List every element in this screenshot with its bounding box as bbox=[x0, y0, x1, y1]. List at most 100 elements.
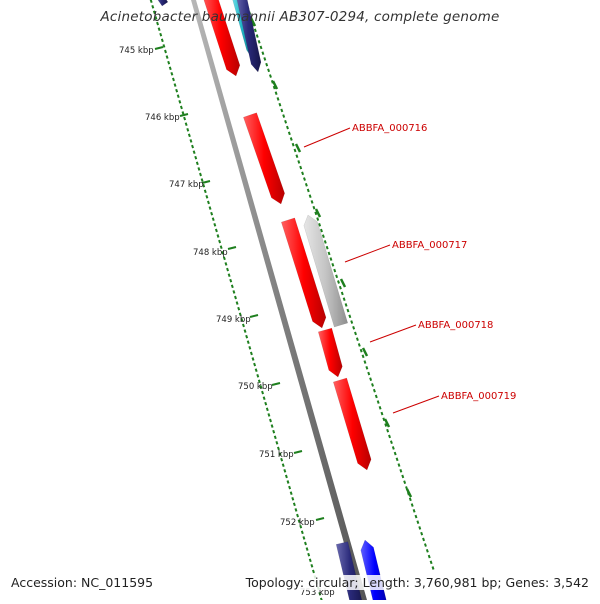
ruler-tick-dot bbox=[227, 273, 231, 277]
ruler-major-tick bbox=[179, 113, 189, 117]
ruler-tick-label: 747 kbp bbox=[169, 180, 204, 190]
ruler-tick-dot bbox=[218, 239, 222, 244]
outer-ruler-tick-dot bbox=[361, 354, 365, 359]
ruler-tick-dot bbox=[280, 457, 284, 462]
ruler-tick-dot bbox=[277, 446, 280, 451]
ruler-major-tick bbox=[227, 246, 237, 250]
gene-label[interactable]: ABBFA_000718 bbox=[418, 320, 493, 331]
ruler-tick-dot bbox=[288, 485, 292, 490]
ruler-tick-dot bbox=[235, 301, 239, 305]
outer-ruler-tick-dot bbox=[352, 325, 356, 330]
outer-ruler-tick-dot bbox=[369, 377, 373, 382]
ruler-tick-dot bbox=[296, 513, 299, 518]
ruler-tick-dot bbox=[194, 155, 198, 160]
ruler-tick-dot bbox=[292, 502, 296, 507]
outer-ruler-tick-dot bbox=[380, 411, 384, 416]
outer-ruler-tick-dot bbox=[423, 543, 427, 547]
gene-arrow bbox=[360, 539, 388, 604]
gene-label-leader bbox=[369, 324, 417, 343]
genome-summary-text: Topology: circular; Length: 3,760,981 bp… bbox=[243, 575, 591, 590]
ruler-tick-dot bbox=[224, 262, 228, 266]
gene-arrow-abbfa-000719 bbox=[332, 377, 372, 471]
ruler-tick-dot bbox=[151, 4, 155, 9]
gene-arrow bbox=[157, 0, 169, 7]
gene-label[interactable]: ABBFA_000719 bbox=[441, 391, 516, 402]
gene-label[interactable]: ABBFA_000717 bbox=[392, 240, 467, 251]
outer-ruler-tick-dot bbox=[263, 57, 267, 61]
outer-ruler-tick-dot bbox=[276, 97, 280, 101]
ruler-tick-dot bbox=[192, 150, 196, 154]
ruler-tick-dot bbox=[267, 413, 271, 417]
outer-ruler-tick-dot bbox=[293, 148, 297, 153]
ruler-tick-dot bbox=[207, 200, 210, 205]
ruler-tick-dot bbox=[226, 267, 229, 272]
ruler-tick-dot bbox=[168, 66, 172, 71]
ruler-tick-dot bbox=[232, 290, 236, 294]
ruler-tick-dot bbox=[257, 379, 261, 384]
ruler-tick-dot bbox=[216, 234, 220, 238]
outer-ruler-tick-dot bbox=[374, 394, 378, 399]
gene-arrow bbox=[335, 541, 363, 604]
outer-ruler-tick-dot bbox=[363, 360, 367, 364]
ruler-tick-dot bbox=[245, 334, 249, 339]
ruler-tick-dot bbox=[230, 284, 234, 289]
gene-label-leader bbox=[303, 127, 351, 148]
outer-ruler-tick-dot bbox=[382, 417, 386, 422]
outer-ruler-tick-dot bbox=[401, 474, 405, 479]
outer-ruler-tick-dot bbox=[265, 62, 269, 67]
ruler-tick-dot bbox=[273, 435, 277, 440]
outer-ruler-tick-dot bbox=[403, 480, 407, 485]
ruler-tick-dot bbox=[243, 329, 247, 333]
gene-arrow bbox=[203, 0, 241, 77]
outer-ruler-tick-dot bbox=[314, 211, 318, 216]
ruler-tick-dot bbox=[178, 100, 182, 104]
ruler-tick-dot bbox=[249, 351, 253, 356]
outer-ruler-tick-dot bbox=[287, 131, 291, 136]
gene-arrow bbox=[281, 217, 327, 329]
gene-arrow-abbfa-000716 bbox=[243, 112, 285, 205]
ruler-tick-dot bbox=[261, 390, 264, 395]
ruler-tick-dot bbox=[214, 228, 218, 233]
ruler-tick-dot bbox=[304, 541, 307, 546]
outer-ruler-tick-dot bbox=[303, 177, 306, 181]
ruler-tick-dot bbox=[221, 250, 225, 255]
ruler-tick-dot bbox=[286, 480, 290, 484]
outer-ruler-tick-dot bbox=[329, 257, 333, 261]
ruler-tick-dot bbox=[229, 278, 233, 283]
outer-ruler-tick-dot bbox=[320, 228, 323, 233]
outer-ruler-tick-dot bbox=[359, 348, 363, 353]
ruler-tick-dot bbox=[203, 189, 207, 194]
outer-ruler-major-tick bbox=[314, 208, 322, 218]
genome-backbone bbox=[191, 0, 367, 600]
ruler-tick-dot bbox=[154, 16, 158, 20]
outer-ruler-tick-dot bbox=[405, 486, 408, 490]
ruler-tick-dot bbox=[312, 569, 315, 574]
outer-ruler-major-tick bbox=[294, 143, 302, 153]
outer-ruler-major-tick bbox=[249, 17, 257, 27]
outer-ruler-tick-dot bbox=[414, 514, 418, 519]
ruler-tick-dot bbox=[179, 105, 183, 110]
gene-label[interactable]: ABBFA_000716 bbox=[352, 123, 427, 134]
outer-ruler-ticks bbox=[244, 0, 435, 570]
ruler-tick-dot bbox=[173, 83, 177, 87]
ruler-tick-dot bbox=[237, 306, 241, 311]
ruler-tick-dot bbox=[170, 72, 174, 76]
outer-ruler-tick-dot bbox=[278, 102, 282, 107]
outer-ruler-tick-dot bbox=[253, 28, 257, 33]
outer-ruler-tick-dot bbox=[391, 446, 395, 450]
gene-arrow-abbfa-000718 bbox=[317, 327, 343, 378]
ruler-tick-dot bbox=[240, 318, 244, 322]
outer-ruler-tick-dot bbox=[371, 383, 374, 387]
outer-ruler-tick-dot bbox=[378, 406, 382, 410]
map-title: Acinetobacter baumannii AB307-0294, comp… bbox=[100, 9, 500, 25]
outer-ruler-tick-dot bbox=[267, 68, 271, 73]
outer-ruler-tick-dot bbox=[429, 560, 433, 565]
ruler-major-tick bbox=[201, 180, 211, 184]
ruler-tick-dot bbox=[205, 195, 209, 199]
ruler-tick-label: 753 kbp bbox=[300, 588, 335, 598]
ruler-tick-dot bbox=[253, 362, 257, 367]
outer-ruler-tick-dot bbox=[321, 234, 325, 239]
outer-ruler-tick-dot bbox=[376, 400, 380, 404]
outer-ruler-tick-dot bbox=[295, 154, 299, 158]
